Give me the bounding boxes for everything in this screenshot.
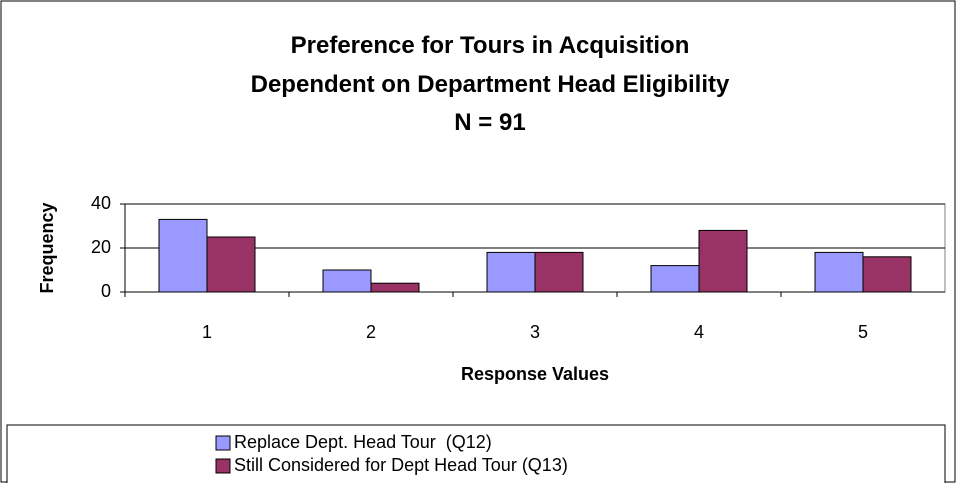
bar <box>322 269 372 293</box>
y-tick-label: 0 <box>101 281 111 301</box>
y-tick-label: 20 <box>91 237 111 257</box>
bar <box>534 251 584 293</box>
chart-subtitle: N = 91 <box>454 109 526 136</box>
x-axis-label: Response Values <box>461 364 609 384</box>
y-tick-label: 40 <box>91 193 111 213</box>
bar <box>650 265 700 293</box>
x-tick-label: 1 <box>202 322 212 342</box>
legend-swatch <box>215 435 231 451</box>
x-tick-label: 5 <box>858 322 868 342</box>
legend-box <box>6 424 946 483</box>
x-tick-label: 2 <box>366 322 376 342</box>
bar <box>370 282 420 293</box>
x-tick-label: 3 <box>530 322 540 342</box>
bar <box>814 251 864 293</box>
x-tick-label: 4 <box>694 322 704 342</box>
legend-label: Replace Dept. Head Tour (Q12) <box>234 432 492 452</box>
bar <box>158 218 208 293</box>
bar <box>862 256 912 293</box>
legend-swatch <box>215 458 231 474</box>
y-axis-label: Frequency <box>37 202 57 293</box>
legend-label: Still Considered for Dept Head Tour (Q13… <box>234 455 568 475</box>
bar <box>206 236 256 293</box>
bar <box>698 229 748 293</box>
chart-title: Preference for Tours in Acquisition Depe… <box>250 32 730 98</box>
bar <box>486 251 536 293</box>
